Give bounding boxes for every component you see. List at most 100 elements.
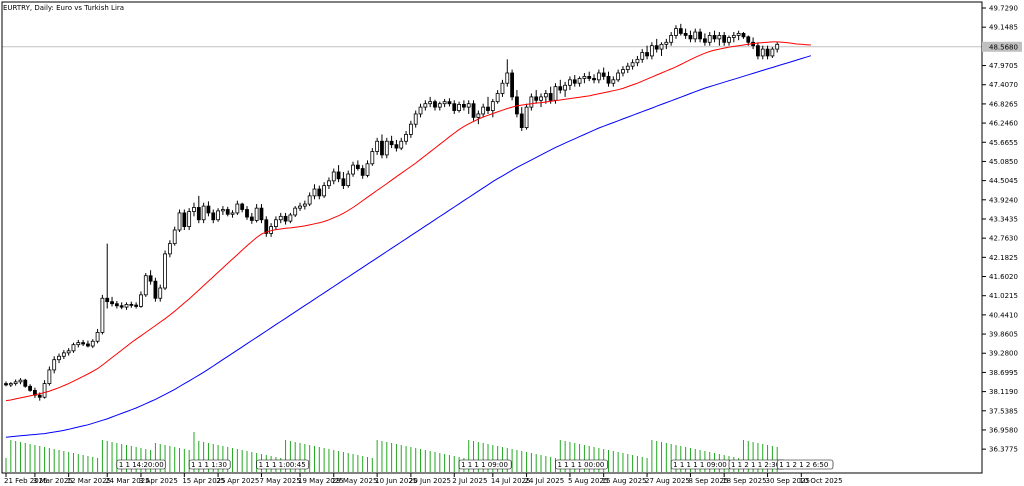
candle-body[interactable] bbox=[389, 140, 394, 146]
candle-body[interactable] bbox=[548, 93, 553, 101]
candle-body[interactable] bbox=[413, 113, 418, 125]
candle-body[interactable] bbox=[95, 331, 100, 342]
candle-body[interactable] bbox=[717, 35, 722, 40]
candle-body[interactable] bbox=[259, 207, 264, 221]
candle-body[interactable] bbox=[129, 303, 134, 306]
candle-body[interactable] bbox=[461, 103, 466, 108]
candle-body[interactable] bbox=[139, 294, 143, 307]
candle-body[interactable] bbox=[143, 275, 148, 296]
candle-body[interactable] bbox=[182, 212, 187, 227]
candle-body[interactable] bbox=[399, 140, 404, 149]
candle-body[interactable] bbox=[225, 209, 230, 215]
candle-body[interactable] bbox=[148, 275, 153, 282]
candle-body[interactable] bbox=[765, 48, 770, 57]
candle-body[interactable] bbox=[288, 214, 293, 222]
candle-body[interactable] bbox=[476, 113, 481, 118]
candle-body[interactable] bbox=[23, 379, 28, 387]
candle-body[interactable] bbox=[360, 168, 365, 176]
candle-body[interactable] bbox=[71, 344, 76, 352]
candle-body[interactable] bbox=[312, 188, 317, 197]
candle-body[interactable] bbox=[688, 35, 693, 40]
candle-body[interactable] bbox=[216, 210, 220, 221]
candle-body[interactable] bbox=[582, 76, 587, 79]
candle-body[interactable] bbox=[654, 45, 659, 50]
candle-body[interactable] bbox=[736, 33, 741, 36]
candle-body[interactable] bbox=[770, 48, 775, 57]
candle-body[interactable] bbox=[683, 33, 688, 36]
candle-body[interactable] bbox=[235, 203, 240, 214]
candle-body[interactable] bbox=[192, 207, 196, 212]
candle-body[interactable] bbox=[746, 36, 751, 43]
candle-body[interactable] bbox=[384, 140, 389, 156]
candle-body[interactable] bbox=[486, 106, 490, 111]
candle-body[interactable] bbox=[577, 78, 582, 84]
candle-body[interactable] bbox=[678, 28, 683, 34]
candle-body[interactable] bbox=[57, 355, 61, 361]
candle-body[interactable] bbox=[167, 243, 172, 255]
candle-body[interactable] bbox=[394, 144, 399, 149]
candle-body[interactable] bbox=[466, 103, 471, 108]
candle-body[interactable] bbox=[534, 96, 539, 101]
candle-body[interactable] bbox=[341, 178, 346, 187]
candle-body[interactable] bbox=[727, 37, 731, 43]
candle-body[interactable] bbox=[317, 188, 322, 197]
candle-body[interactable] bbox=[592, 78, 596, 81]
candle-body[interactable] bbox=[81, 342, 86, 345]
candle-body[interactable] bbox=[336, 171, 341, 180]
candle-body[interactable] bbox=[437, 103, 442, 108]
candle-body[interactable] bbox=[37, 394, 42, 398]
candle-body[interactable] bbox=[596, 72, 601, 81]
candle-body[interactable] bbox=[47, 369, 52, 384]
candle-body[interactable] bbox=[293, 207, 298, 216]
candle-body[interactable] bbox=[322, 185, 327, 197]
candle-body[interactable] bbox=[404, 134, 408, 142]
candle-body[interactable] bbox=[18, 379, 23, 383]
candle-body[interactable] bbox=[741, 33, 746, 38]
candle-body[interactable] bbox=[572, 79, 577, 84]
candle-body[interactable] bbox=[346, 173, 351, 187]
candle-body[interactable] bbox=[302, 203, 307, 207]
candle-body[interactable] bbox=[105, 297, 110, 303]
candle-body[interactable] bbox=[408, 123, 413, 135]
candle-body[interactable] bbox=[245, 209, 249, 218]
candle-body[interactable] bbox=[519, 113, 524, 128]
candle-body[interactable] bbox=[124, 303, 129, 308]
candle-body[interactable] bbox=[693, 31, 698, 40]
candle-body[interactable] bbox=[375, 140, 380, 152]
candle-body[interactable] bbox=[587, 76, 592, 79]
candle-body[interactable] bbox=[505, 72, 510, 84]
candle-body[interactable] bbox=[90, 340, 95, 347]
candle-body[interactable] bbox=[13, 381, 18, 384]
candle-body[interactable] bbox=[558, 86, 563, 91]
candle-body[interactable] bbox=[86, 343, 90, 347]
candle-body[interactable] bbox=[457, 103, 461, 111]
plot-area[interactable]: 1 1 14:20:00 1 1 1 1:30 1 1 1 1:00:45 1 1 1… bbox=[2, 23, 982, 472]
candle-body[interactable] bbox=[611, 79, 616, 84]
candle-body[interactable] bbox=[606, 76, 611, 84]
candle-body[interactable] bbox=[134, 304, 139, 307]
candle-body[interactable] bbox=[119, 305, 124, 308]
candle-body[interactable] bbox=[274, 219, 278, 227]
candle-body[interactable] bbox=[722, 35, 727, 43]
candle-body[interactable] bbox=[495, 93, 500, 103]
candle-body[interactable] bbox=[298, 205, 302, 209]
candle-body[interactable] bbox=[114, 303, 119, 307]
candle-body[interactable] bbox=[177, 212, 182, 231]
candle-body[interactable] bbox=[731, 35, 736, 38]
candle-body[interactable] bbox=[163, 253, 167, 289]
candle-body[interactable] bbox=[645, 52, 649, 57]
candle-body[interactable] bbox=[674, 28, 678, 36]
candle-body[interactable] bbox=[61, 352, 66, 357]
candle-body[interactable] bbox=[187, 211, 192, 227]
candle-body[interactable] bbox=[452, 103, 457, 111]
candle-body[interactable] bbox=[621, 69, 625, 74]
candle-body[interactable] bbox=[206, 205, 211, 214]
candle-body[interactable] bbox=[500, 82, 505, 94]
candle-body[interactable] bbox=[66, 350, 71, 354]
candle-body[interactable] bbox=[365, 163, 370, 176]
candle-body[interactable] bbox=[481, 106, 486, 115]
candle-body[interactable] bbox=[635, 58, 640, 64]
candle-body[interactable] bbox=[471, 103, 476, 118]
candle-body[interactable] bbox=[423, 103, 428, 108]
